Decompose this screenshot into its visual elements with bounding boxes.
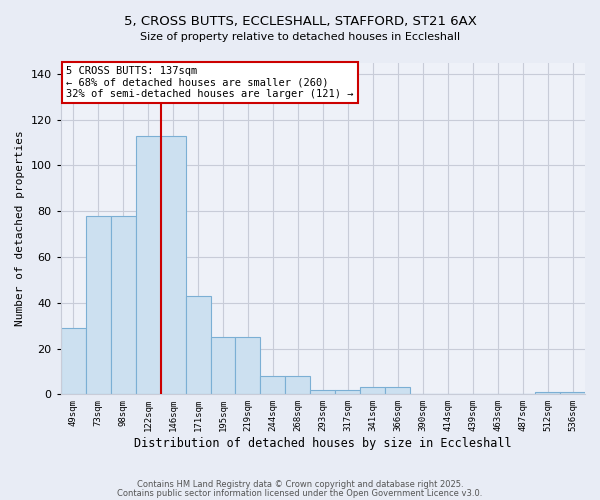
Text: Contains public sector information licensed under the Open Government Licence v3: Contains public sector information licen…: [118, 490, 482, 498]
Text: Contains HM Land Registry data © Crown copyright and database right 2025.: Contains HM Land Registry data © Crown c…: [137, 480, 463, 489]
Text: Size of property relative to detached houses in Eccleshall: Size of property relative to detached ho…: [140, 32, 460, 42]
Bar: [535, 392, 560, 394]
X-axis label: Distribution of detached houses by size in Eccleshall: Distribution of detached houses by size …: [134, 437, 512, 450]
Bar: [110, 216, 136, 394]
Bar: [211, 337, 235, 394]
Bar: [235, 337, 260, 394]
Y-axis label: Number of detached properties: Number of detached properties: [15, 130, 25, 326]
Bar: [185, 296, 211, 394]
Bar: [286, 376, 310, 394]
Bar: [361, 388, 385, 394]
Text: 5, CROSS BUTTS, ECCLESHALL, STAFFORD, ST21 6AX: 5, CROSS BUTTS, ECCLESHALL, STAFFORD, ST…: [124, 15, 476, 28]
Bar: [335, 390, 361, 394]
Bar: [260, 376, 286, 394]
Bar: [385, 388, 410, 394]
Bar: [61, 328, 86, 394]
Bar: [560, 392, 585, 394]
Text: 5 CROSS BUTTS: 137sqm
← 68% of detached houses are smaller (260)
32% of semi-det: 5 CROSS BUTTS: 137sqm ← 68% of detached …: [66, 66, 353, 99]
Bar: [136, 136, 161, 394]
Bar: [310, 390, 335, 394]
Bar: [86, 216, 110, 394]
Bar: [161, 136, 185, 394]
